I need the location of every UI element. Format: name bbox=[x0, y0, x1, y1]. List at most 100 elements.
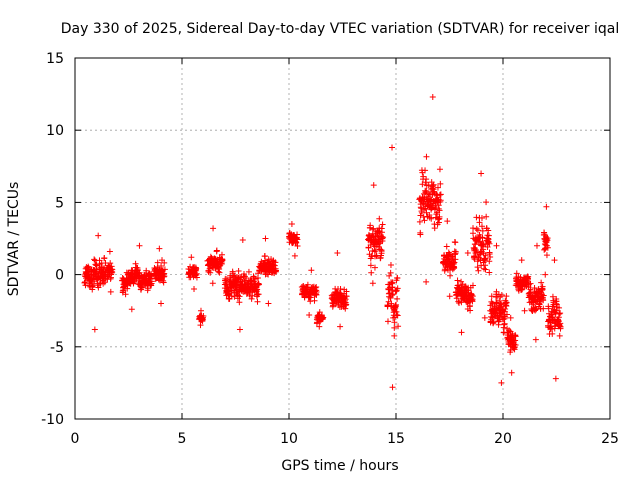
data-point bbox=[422, 167, 429, 174]
y-tick-label: -10 bbox=[41, 412, 64, 428]
data-point bbox=[379, 221, 386, 228]
data-point bbox=[437, 191, 444, 198]
data-point bbox=[380, 234, 387, 241]
data-point bbox=[537, 295, 544, 302]
data-point bbox=[219, 257, 226, 264]
data-point bbox=[475, 267, 482, 274]
data-point bbox=[525, 273, 532, 280]
data-point-extreme bbox=[191, 286, 198, 293]
plot-frame bbox=[74, 57, 611, 420]
data-point-extreme bbox=[316, 323, 323, 330]
data-point bbox=[249, 292, 256, 299]
data-point bbox=[536, 301, 543, 308]
data-point-extreme bbox=[265, 300, 272, 307]
data-point-extreme bbox=[106, 248, 113, 255]
data-point bbox=[419, 199, 426, 206]
data-point bbox=[545, 305, 552, 312]
data-point bbox=[478, 223, 485, 230]
data-point bbox=[459, 281, 466, 288]
data-point bbox=[85, 263, 92, 270]
x-tick-label: 10 bbox=[280, 431, 298, 447]
data-point bbox=[394, 295, 401, 302]
data-point bbox=[272, 259, 279, 266]
data-point bbox=[213, 247, 220, 254]
data-point bbox=[507, 347, 514, 353]
data-point bbox=[93, 268, 100, 275]
data-point bbox=[271, 262, 278, 269]
data-point bbox=[235, 268, 242, 275]
data-point bbox=[389, 292, 396, 299]
data-point bbox=[248, 295, 255, 302]
data-point bbox=[416, 218, 423, 225]
data-point bbox=[423, 153, 430, 160]
data-point bbox=[430, 181, 437, 188]
y-tick-label: 10 bbox=[46, 123, 64, 139]
data-point bbox=[228, 288, 235, 295]
x-tick-label: 0 bbox=[71, 431, 80, 447]
data-point-extreme bbox=[551, 257, 558, 264]
data-point-extreme bbox=[389, 384, 396, 391]
data-point bbox=[109, 269, 116, 276]
x-axis-title: GPS time / hours bbox=[281, 458, 398, 474]
data-point-extreme bbox=[236, 326, 243, 333]
data-point bbox=[148, 278, 155, 285]
data-point bbox=[556, 332, 563, 339]
data-point-extreme bbox=[136, 242, 143, 249]
data-point bbox=[388, 300, 395, 307]
data-point bbox=[482, 252, 489, 259]
data-point bbox=[367, 262, 374, 269]
data-point bbox=[154, 259, 161, 266]
data-point bbox=[437, 197, 444, 204]
data-point bbox=[193, 265, 200, 272]
data-point-extreme bbox=[370, 182, 377, 189]
data-point bbox=[512, 341, 519, 348]
data-point-extreme bbox=[508, 369, 515, 376]
data-point-extreme bbox=[288, 221, 295, 228]
data-point bbox=[223, 276, 230, 283]
data-point-extreme bbox=[262, 235, 269, 242]
data-point bbox=[513, 270, 520, 277]
data-point bbox=[417, 229, 424, 236]
data-point bbox=[452, 248, 459, 255]
data-point bbox=[294, 242, 301, 249]
data-point-extreme bbox=[423, 278, 430, 285]
data-point bbox=[394, 275, 401, 282]
data-point bbox=[423, 187, 430, 194]
data-point bbox=[391, 324, 398, 331]
data-point bbox=[486, 269, 493, 276]
x-tick-label: 5 bbox=[178, 431, 187, 447]
data-point bbox=[421, 206, 428, 213]
data-point bbox=[371, 264, 378, 271]
x-tick-label: 20 bbox=[494, 431, 512, 447]
data-point bbox=[556, 304, 563, 311]
data-point bbox=[443, 243, 450, 250]
data-point bbox=[343, 301, 350, 308]
data-point bbox=[419, 181, 426, 188]
data-point bbox=[393, 301, 400, 308]
data-point bbox=[139, 283, 146, 290]
y-tick-label: 0 bbox=[55, 268, 64, 284]
data-point bbox=[417, 212, 424, 219]
data-point bbox=[294, 231, 301, 238]
data-point bbox=[469, 282, 476, 289]
data-point bbox=[161, 266, 168, 273]
data-point bbox=[486, 258, 493, 265]
data-point bbox=[391, 332, 398, 339]
data-point bbox=[540, 292, 547, 299]
data-point bbox=[394, 312, 401, 319]
data-point bbox=[481, 265, 488, 272]
data-point bbox=[488, 293, 495, 300]
data-point bbox=[557, 310, 564, 317]
data-point bbox=[236, 293, 243, 300]
data-point bbox=[391, 319, 398, 326]
y-tick-label: 5 bbox=[55, 195, 64, 211]
data-point bbox=[143, 267, 150, 274]
data-point bbox=[161, 259, 168, 266]
data-point bbox=[193, 274, 200, 281]
data-point-extreme bbox=[446, 293, 453, 300]
data-point bbox=[436, 166, 443, 173]
data-point bbox=[469, 293, 476, 300]
data-point bbox=[373, 247, 380, 254]
data-point bbox=[107, 260, 114, 267]
data-point bbox=[467, 307, 474, 314]
